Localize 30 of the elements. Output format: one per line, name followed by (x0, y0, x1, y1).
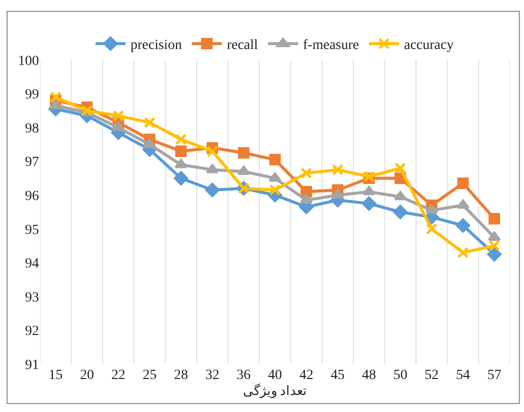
x-tick-label: 54 (456, 368, 470, 383)
y-tick-label: 100 (18, 54, 39, 69)
x-tick-label: 20 (80, 368, 94, 383)
x-tick-label: 32 (205, 368, 220, 383)
x-tick-label: 36 (236, 368, 251, 383)
x-tick-label: 25 (142, 368, 157, 383)
x-tick-label: 48 (362, 368, 376, 383)
legend-label: accuracy (404, 38, 454, 54)
y-tick-label: 99 (25, 88, 39, 103)
x-tick-label: 52 (424, 368, 439, 383)
y-tick-label: 94 (25, 256, 39, 272)
legend-label: precision (130, 38, 182, 54)
x-tick-label: 57 (487, 368, 502, 383)
legend-label: recall (226, 38, 258, 54)
x-axis-title: تعداد ویژگی (242, 383, 308, 399)
y-tick-label: 98 (25, 121, 39, 136)
x-tick-label: 15 (48, 368, 63, 383)
x-tick-label: 50 (393, 368, 408, 383)
legend-label: f-measure (303, 38, 359, 54)
x-tick-label: 40 (268, 368, 282, 383)
y-tick-label: 97 (25, 155, 39, 170)
y-tick-label: 93 (25, 290, 39, 306)
y-tick-label: 95 (25, 222, 39, 238)
y-tick-label: 92 (25, 324, 39, 340)
x-tick-label: 28 (174, 368, 188, 383)
x-tick-label: 45 (330, 368, 345, 383)
x-tick-label: 22 (111, 368, 126, 383)
y-tick-label: 96 (25, 189, 39, 204)
y-tick-label: 91 (25, 358, 39, 373)
x-tick-label: 42 (299, 368, 314, 383)
